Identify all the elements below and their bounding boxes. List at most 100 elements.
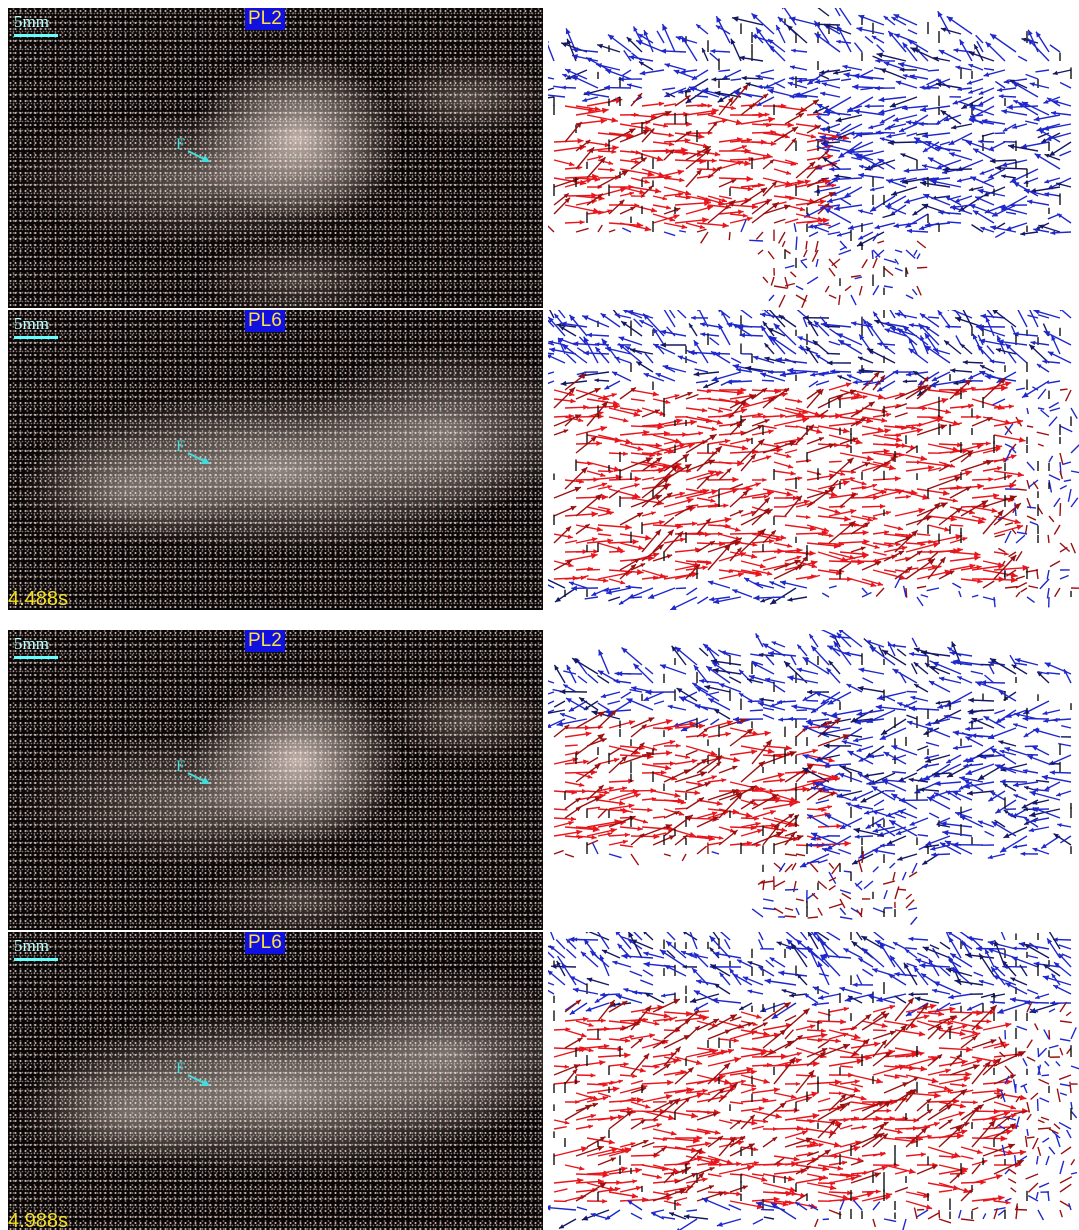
arrow-head xyxy=(908,937,913,942)
arrow-head xyxy=(975,681,982,686)
arrow-head xyxy=(870,646,877,652)
arrow-head xyxy=(885,328,891,333)
time-label: 4.988s xyxy=(8,1210,68,1230)
arrow-head xyxy=(764,419,769,423)
arrow-head xyxy=(760,599,765,603)
arrow-head xyxy=(789,441,796,447)
arrow-head xyxy=(954,476,961,482)
velocity-vector xyxy=(774,516,787,517)
velocity-vector xyxy=(873,285,879,295)
arrow-head xyxy=(712,158,717,163)
arrow-head xyxy=(576,830,582,835)
arrow-head xyxy=(767,571,772,576)
scale-bar xyxy=(14,958,58,961)
arrow-head xyxy=(999,94,1004,98)
arrow-head xyxy=(699,723,705,729)
scale-bar xyxy=(14,34,58,37)
arrow-head xyxy=(978,139,983,143)
arrow-head xyxy=(762,478,766,482)
velocity-vector xyxy=(906,691,917,692)
velocity-vector xyxy=(585,597,598,599)
arrow-head xyxy=(904,168,910,173)
arrow-head xyxy=(703,733,708,738)
velocity-vector xyxy=(882,214,895,218)
arrow-head xyxy=(778,773,785,779)
arrow-head xyxy=(828,757,834,762)
velocity-vector xyxy=(970,115,983,116)
arrow-head xyxy=(857,748,862,752)
velocity-vector xyxy=(762,380,774,381)
velocity-vector xyxy=(905,948,917,949)
velocity-vector xyxy=(758,250,763,254)
arrow-head xyxy=(895,476,901,481)
arrow-head xyxy=(765,978,772,984)
arrow-head xyxy=(1027,200,1032,205)
velocity-vector xyxy=(794,881,796,892)
velocity-vector xyxy=(1038,389,1046,399)
velocity-vector xyxy=(851,932,862,940)
arrow-head xyxy=(742,145,747,149)
velocity-vector xyxy=(741,220,746,232)
velocity-vector xyxy=(873,867,878,872)
arrow-head xyxy=(986,441,991,445)
velocity-vector xyxy=(631,399,645,401)
arrow-head xyxy=(678,356,683,360)
velocity-vector xyxy=(1071,445,1079,453)
velocity-vector xyxy=(749,240,763,241)
velocity-vector xyxy=(679,231,686,232)
velocity-vector xyxy=(796,237,797,250)
arrow-head xyxy=(990,34,997,40)
velocity-vector xyxy=(771,277,774,286)
arrow-head xyxy=(670,740,676,745)
velocity-vector xyxy=(1027,516,1036,520)
velocity-vector xyxy=(1047,588,1049,598)
velocity-vector xyxy=(1061,726,1071,728)
velocity-vector xyxy=(548,372,554,378)
velocity-vector xyxy=(921,595,928,597)
velocity-vector xyxy=(719,408,732,411)
arrow-head xyxy=(976,946,982,952)
arrow-head xyxy=(577,138,583,144)
arrow-head xyxy=(842,65,847,70)
arrow-head xyxy=(756,28,762,35)
arrow-head xyxy=(886,134,891,139)
arrow-head xyxy=(950,368,955,373)
arrow-head xyxy=(592,537,597,542)
velocity-vector xyxy=(807,277,818,284)
particle-speckle xyxy=(8,310,543,610)
velocity-vector xyxy=(917,746,928,750)
arrow-head xyxy=(719,541,725,546)
arrow-head xyxy=(583,405,588,410)
velocity-vector xyxy=(750,710,763,711)
velocity-vector xyxy=(825,286,829,292)
arrow-head xyxy=(799,347,804,351)
arrow-head xyxy=(580,220,585,225)
velocity-vector xyxy=(1026,74,1038,79)
velocity-vector xyxy=(829,461,842,462)
velocity-vector xyxy=(794,223,796,232)
arrow-head xyxy=(1021,852,1026,856)
arrow-head xyxy=(674,793,680,798)
arrow-head xyxy=(604,790,609,795)
arrow-head xyxy=(880,504,885,509)
velocity-vector xyxy=(752,909,763,917)
arrow-head xyxy=(1001,162,1007,167)
arrow-head xyxy=(851,321,857,326)
velocity-vector xyxy=(1015,310,1027,327)
marker-arrow xyxy=(186,148,216,168)
velocity-vector xyxy=(841,79,851,81)
velocity-vector xyxy=(576,228,589,232)
arrow-head xyxy=(944,310,951,311)
velocity-vector xyxy=(686,394,698,399)
arrow-head xyxy=(594,378,598,382)
arrow-head xyxy=(1029,812,1036,818)
arrow-head xyxy=(789,76,794,80)
arrow-head xyxy=(1008,144,1014,150)
velocity-vector xyxy=(906,715,917,719)
arrow-head xyxy=(579,783,584,787)
velocity-vector xyxy=(697,846,707,854)
arrow-head xyxy=(843,480,850,486)
plane-label: PL6 xyxy=(245,310,285,332)
arrow-head xyxy=(849,131,854,136)
velocity-vector xyxy=(840,899,845,908)
